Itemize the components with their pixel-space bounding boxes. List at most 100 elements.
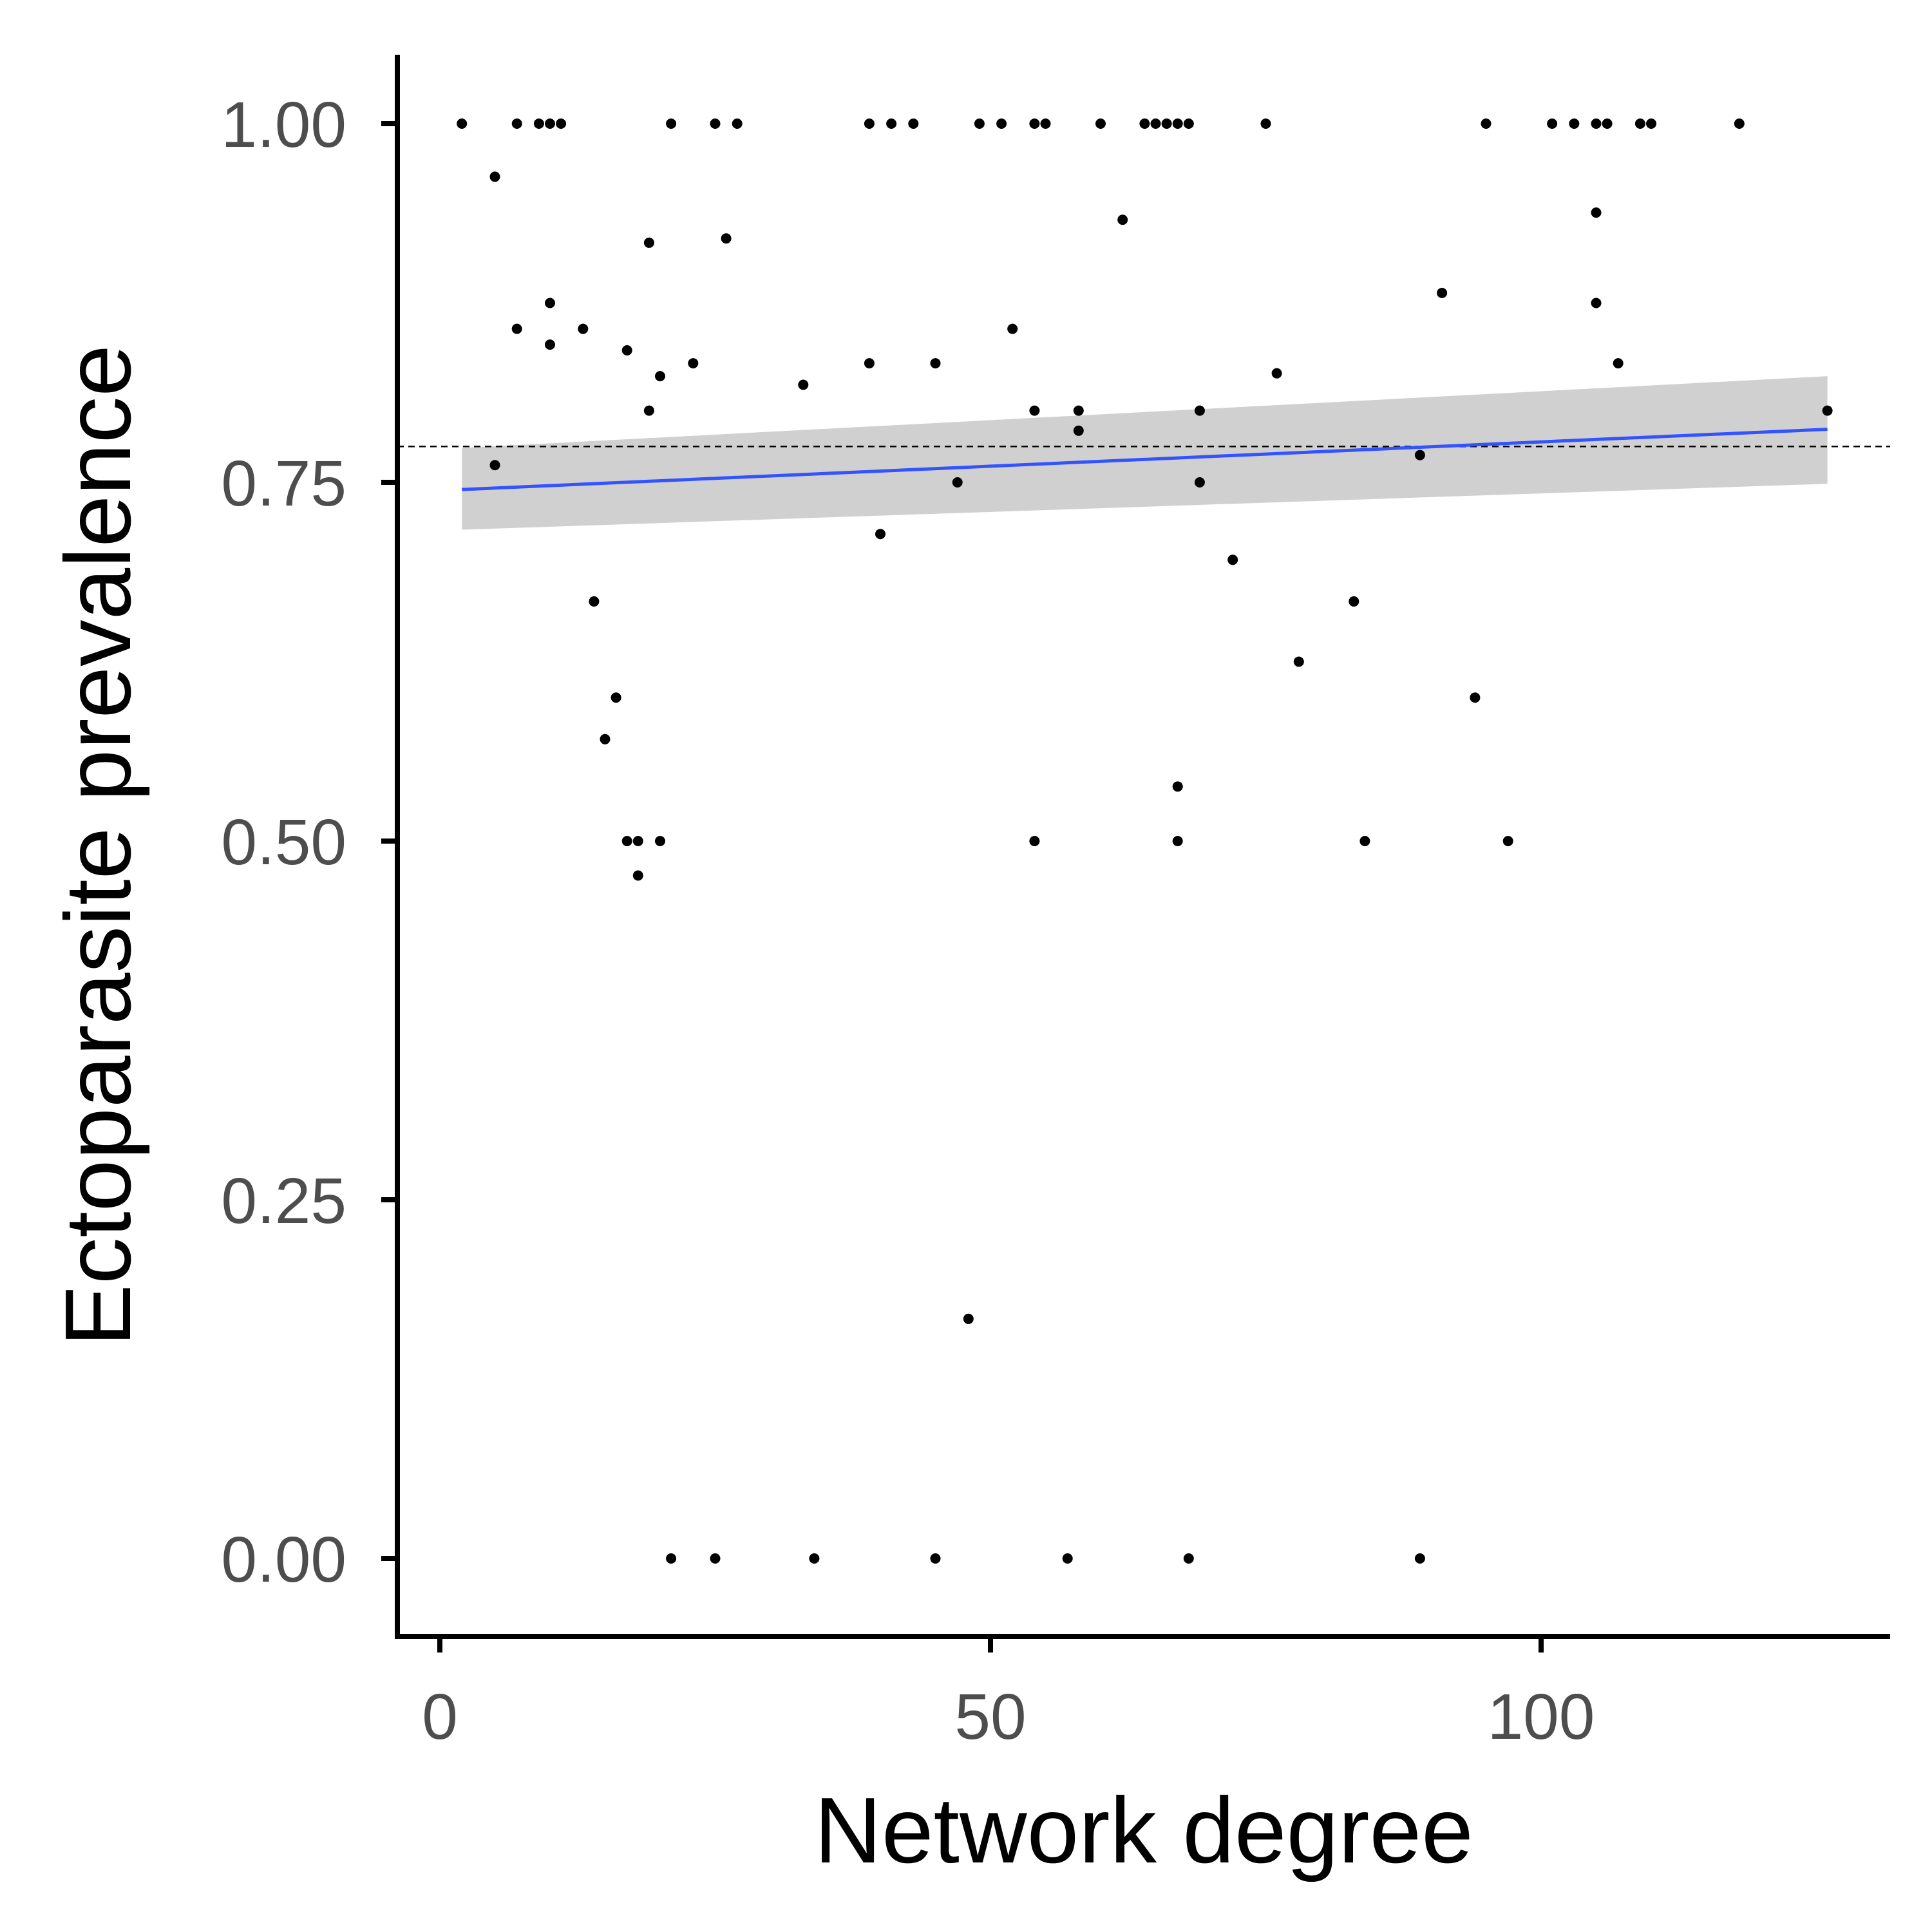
y-tick-label: 1.00 — [221, 89, 346, 161]
data-point — [908, 118, 919, 129]
data-point — [1183, 118, 1194, 129]
data-point — [1194, 405, 1205, 416]
data-point — [632, 870, 643, 881]
data-point — [1029, 118, 1040, 129]
data-point — [710, 118, 721, 129]
data-point — [864, 118, 875, 129]
data-point — [721, 233, 732, 244]
confidence-band — [462, 376, 1828, 530]
data-point — [643, 405, 654, 416]
trend-line — [462, 428, 1828, 491]
y-axis-ticks: 0.00 0.25 0.50 0.75 1.00 — [221, 89, 397, 1596]
data-point — [1183, 1553, 1194, 1564]
data-point — [688, 358, 699, 369]
data-point — [655, 836, 665, 846]
data-point — [1359, 836, 1370, 846]
data-point — [1734, 118, 1745, 129]
data-point — [864, 358, 875, 369]
data-point — [1029, 836, 1040, 846]
data-point — [1172, 781, 1183, 792]
data-point — [1172, 118, 1183, 129]
data-point — [632, 836, 643, 846]
confidence-band-layer — [462, 376, 1828, 530]
data-point — [1007, 323, 1018, 334]
data-point — [545, 118, 555, 129]
data-point — [621, 836, 632, 846]
data-point — [1260, 118, 1271, 129]
data-point — [1150, 118, 1161, 129]
data-point — [1634, 118, 1645, 129]
data-point — [1029, 405, 1040, 416]
data-point — [489, 171, 500, 182]
data-point — [1414, 450, 1425, 460]
data-point — [1414, 1553, 1425, 1564]
trend-line-layer — [462, 428, 1828, 491]
data-point — [963, 1313, 974, 1324]
data-point — [930, 358, 941, 369]
data-point — [1591, 298, 1602, 308]
x-tick-label: 100 — [1488, 1681, 1595, 1753]
data-point — [1437, 287, 1448, 298]
data-point — [643, 237, 654, 248]
data-point — [1547, 118, 1558, 129]
data-point — [545, 298, 555, 308]
data-point — [996, 118, 1007, 129]
data-point — [952, 477, 963, 488]
data-point — [1591, 207, 1602, 218]
y-tick-label: 0.25 — [221, 1165, 346, 1237]
data-point — [1481, 118, 1492, 129]
data-point — [930, 1553, 941, 1564]
data-point — [809, 1553, 820, 1564]
y-axis-title: Ectoparasite prevalence — [46, 345, 150, 1347]
data-point — [578, 323, 589, 334]
x-tick-label: 0 — [422, 1681, 458, 1753]
data-point — [511, 323, 522, 334]
data-point — [710, 1553, 721, 1564]
data-point — [1293, 656, 1304, 667]
data-point — [974, 118, 985, 129]
data-point — [1040, 118, 1051, 129]
data-point — [600, 734, 611, 744]
data-point — [1569, 118, 1580, 129]
data-point — [545, 339, 555, 350]
data-point — [1172, 836, 1183, 846]
data-point — [611, 692, 621, 703]
y-tick-label: 0.75 — [221, 448, 346, 520]
data-point — [1602, 118, 1613, 129]
data-point — [533, 118, 544, 129]
x-tick-label: 50 — [954, 1681, 1026, 1753]
data-point — [621, 345, 632, 356]
data-point — [1613, 358, 1624, 369]
data-point — [886, 118, 897, 129]
y-tick-label: 0.00 — [221, 1524, 346, 1596]
y-tick-label: 0.50 — [221, 806, 346, 878]
data-point — [1117, 214, 1128, 225]
data-point — [511, 118, 522, 129]
data-point — [798, 379, 809, 390]
data-point — [1139, 118, 1150, 129]
data-point — [1271, 368, 1282, 379]
data-point — [1227, 554, 1238, 565]
data-point — [1502, 836, 1513, 846]
data-point — [732, 118, 743, 129]
data-point — [457, 118, 468, 129]
data-point — [1591, 118, 1602, 129]
data-point — [1161, 118, 1172, 129]
data-point — [1822, 405, 1833, 416]
data-point — [1062, 1553, 1073, 1564]
data-point — [875, 529, 886, 540]
data-point — [666, 1553, 677, 1564]
data-point — [1095, 118, 1106, 129]
data-point — [1349, 596, 1359, 607]
x-axis-ticks: 0 50 100 — [422, 1636, 1595, 1753]
data-point — [1194, 477, 1205, 488]
data-point — [666, 118, 677, 129]
x-axis-title: Network degree — [814, 1778, 1473, 1882]
data-point — [1073, 425, 1084, 436]
data-point — [655, 371, 665, 382]
data-point — [489, 460, 500, 471]
data-point — [1646, 118, 1656, 129]
data-point — [589, 596, 600, 607]
data-point — [1073, 405, 1084, 416]
